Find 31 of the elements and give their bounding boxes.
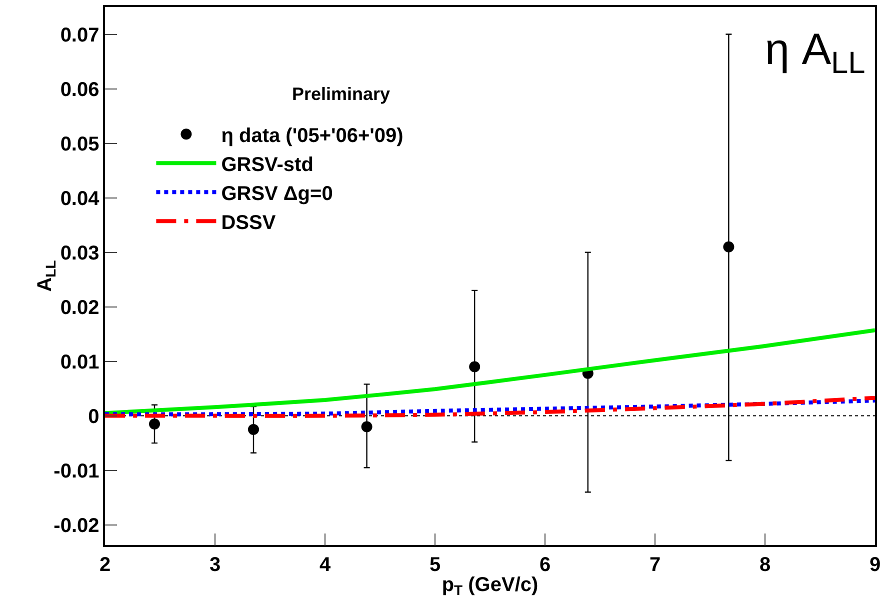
- point: [723, 241, 734, 252]
- legend-label: η data ('05+'06+'09): [221, 124, 404, 147]
- annotation: Preliminary: [292, 84, 390, 104]
- x-tick-label: 4: [319, 554, 332, 576]
- x-axis-title: p$_{T}$ (GeV/c): [442, 574, 538, 598]
- line-series: [105, 328, 875, 416]
- y-tick-label: 0.07: [60, 24, 100, 46]
- y-tick-label: -0.02: [54, 514, 100, 537]
- y-tick-label: 0.02: [60, 296, 100, 319]
- y-tick-label: 0.01: [60, 351, 100, 374]
- point: [149, 418, 160, 430]
- x-tick-label: 3: [209, 554, 221, 576]
- x-tick-label: 5: [429, 554, 441, 576]
- legend-label: GRSV Δg=0: [221, 182, 333, 205]
- point: [248, 424, 259, 435]
- y-tick-label: 0: [88, 406, 100, 428]
- y-tick-label: 0.05: [60, 133, 100, 156]
- x-tick-label: 2: [99, 554, 111, 576]
- legend-label: GRSV-std: [221, 154, 314, 176]
- annotation: η A$_{LL}$: [765, 25, 866, 80]
- y-tick-label: -0.01: [54, 460, 100, 482]
- y-tick-label: 0.04: [60, 188, 100, 210]
- y-tick-label: 0.06: [60, 78, 100, 101]
- x-tick-label: 9: [869, 554, 881, 576]
- x-tick-label: 6: [539, 554, 551, 576]
- legend-label: DSSV: [221, 212, 276, 234]
- point: [469, 361, 480, 372]
- y-tick-label: 0.03: [60, 242, 100, 264]
- x-tick-label: 7: [649, 554, 661, 576]
- x-tick-label: 8: [759, 554, 771, 576]
- point: [361, 421, 372, 432]
